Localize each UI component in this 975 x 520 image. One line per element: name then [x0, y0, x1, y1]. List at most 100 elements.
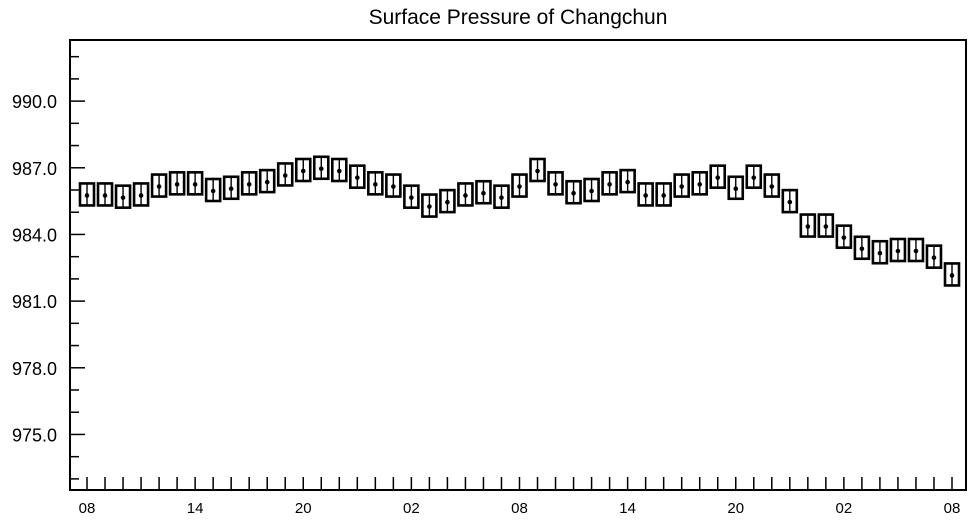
data-point	[547, 171, 564, 196]
data-point	[853, 235, 871, 261]
data-point-dot	[228, 186, 234, 192]
data-point-dot	[661, 193, 666, 198]
data-point-dot	[463, 193, 468, 198]
data-point-dot	[607, 182, 612, 187]
data-point-dot	[391, 184, 396, 189]
data-point-dot	[679, 184, 684, 189]
data-point-dot	[120, 195, 126, 200]
data-point-dot	[156, 184, 162, 189]
data-point	[493, 184, 510, 209]
data-series	[78, 155, 961, 287]
data-point-dot	[859, 246, 865, 252]
data-point-dot	[949, 273, 955, 278]
data-point	[835, 224, 853, 249]
data-point	[655, 182, 672, 207]
data-point-dot	[445, 199, 450, 205]
data-point	[276, 162, 294, 187]
y-tick-label: 981.0	[12, 292, 57, 312]
data-point-dot	[246, 182, 252, 187]
data-point	[349, 164, 366, 189]
data-point	[439, 188, 456, 214]
data-point-dot	[931, 255, 937, 260]
data-point	[457, 182, 474, 207]
data-point	[799, 213, 817, 238]
data-point	[403, 184, 420, 209]
data-point	[709, 164, 727, 189]
data-point	[637, 182, 654, 207]
data-point-dot	[751, 175, 757, 180]
data-point-dot	[625, 179, 630, 185]
data-point	[78, 182, 96, 207]
data-point	[907, 237, 925, 263]
data-point	[763, 173, 781, 198]
x-tick-label: 14	[187, 500, 204, 517]
data-point	[781, 188, 799, 214]
x-tick-label: 08	[511, 500, 528, 517]
data-point	[889, 237, 907, 263]
data-point	[312, 155, 330, 181]
data-point	[943, 262, 961, 287]
data-point	[258, 168, 276, 194]
y-axis: 990.0 987.0 984.0 981.0 978.0 975.0	[12, 55, 85, 480]
data-point	[817, 213, 835, 238]
data-point-dot	[895, 248, 901, 254]
data-point-dot	[336, 168, 342, 174]
data-point	[132, 182, 150, 207]
data-point	[511, 173, 528, 198]
x-tick-label: 20	[295, 500, 312, 517]
data-point	[421, 193, 438, 218]
data-point-dot	[84, 193, 90, 198]
data-point-dot	[409, 195, 414, 200]
data-point-dot	[769, 184, 775, 189]
data-point	[529, 157, 546, 183]
data-point	[150, 173, 168, 198]
data-point-dot	[787, 199, 793, 205]
x-tick-label: 08	[944, 500, 961, 517]
y-tick-label: 987.0	[12, 159, 57, 179]
data-point-dot	[138, 193, 144, 198]
data-point-dot	[553, 182, 558, 187]
x-tick-label: 20	[727, 500, 744, 517]
data-point	[925, 244, 943, 269]
data-point-dot	[715, 175, 721, 180]
y-tick-label: 975.0	[12, 425, 57, 445]
data-point-dot	[877, 250, 883, 256]
data-point-dot	[805, 224, 811, 229]
data-point-dot	[481, 190, 486, 196]
data-point-dot	[373, 182, 378, 187]
data-point	[601, 171, 618, 196]
data-point	[204, 177, 222, 203]
data-point-dot	[427, 204, 432, 209]
data-point-dot	[841, 235, 847, 240]
x-axis: 08 14 20 02 08 14 20 02 08	[79, 477, 961, 517]
data-point-dot	[823, 224, 829, 229]
data-point	[114, 184, 132, 209]
data-point	[745, 164, 763, 189]
data-point-dot	[571, 190, 576, 196]
y-tick-label: 978.0	[12, 359, 57, 379]
data-point-dot	[589, 188, 594, 194]
data-point	[240, 171, 258, 196]
data-point-dot	[643, 193, 648, 198]
data-point-dot	[697, 182, 703, 187]
data-point-dot	[318, 166, 324, 172]
data-point	[168, 171, 186, 196]
data-point-dot	[174, 182, 180, 187]
y-tick-label: 990.0	[12, 92, 57, 112]
data-point-dot	[355, 175, 360, 180]
data-point-dot	[102, 193, 108, 198]
data-point	[385, 173, 402, 198]
x-tick-label: 02	[403, 500, 420, 517]
data-point	[619, 168, 636, 194]
data-point-dot	[499, 195, 504, 200]
x-tick-label: 08	[79, 500, 96, 517]
data-point-dot	[210, 188, 216, 194]
data-point-dot	[300, 168, 306, 174]
plot-frame	[69, 39, 967, 491]
x-tick-label: 14	[619, 500, 636, 517]
data-point	[673, 173, 690, 198]
data-point	[691, 171, 709, 196]
data-point-dot	[535, 168, 540, 174]
